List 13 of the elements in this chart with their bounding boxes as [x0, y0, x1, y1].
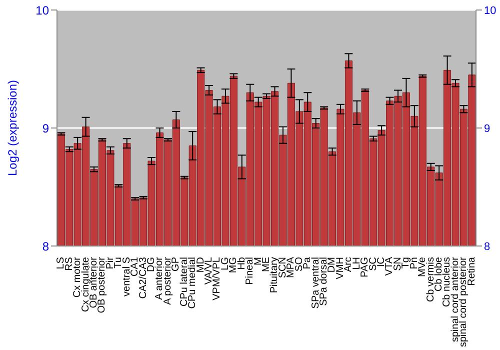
- y-tick-label: 8: [42, 239, 50, 254]
- x-tick-label: A posterior: [162, 256, 174, 305]
- y2-tick-label: 9: [484, 122, 490, 135]
- x-tick-label: OB posterior: [96, 256, 108, 314]
- x-tick-label: Tg: [400, 257, 412, 269]
- x-tick-label: ME: [261, 256, 272, 272]
- y2-tick-label: 8: [484, 240, 490, 253]
- y2-tick-label: 10: [484, 4, 496, 17]
- y-tick-label: 10: [36, 3, 50, 18]
- y-tick-label: 9: [42, 121, 50, 136]
- x-tick-label: RS: [64, 256, 75, 271]
- x-tick-label: Pituitary: [269, 257, 280, 294]
- y-axis-title: Log2 (expression): [5, 80, 20, 176]
